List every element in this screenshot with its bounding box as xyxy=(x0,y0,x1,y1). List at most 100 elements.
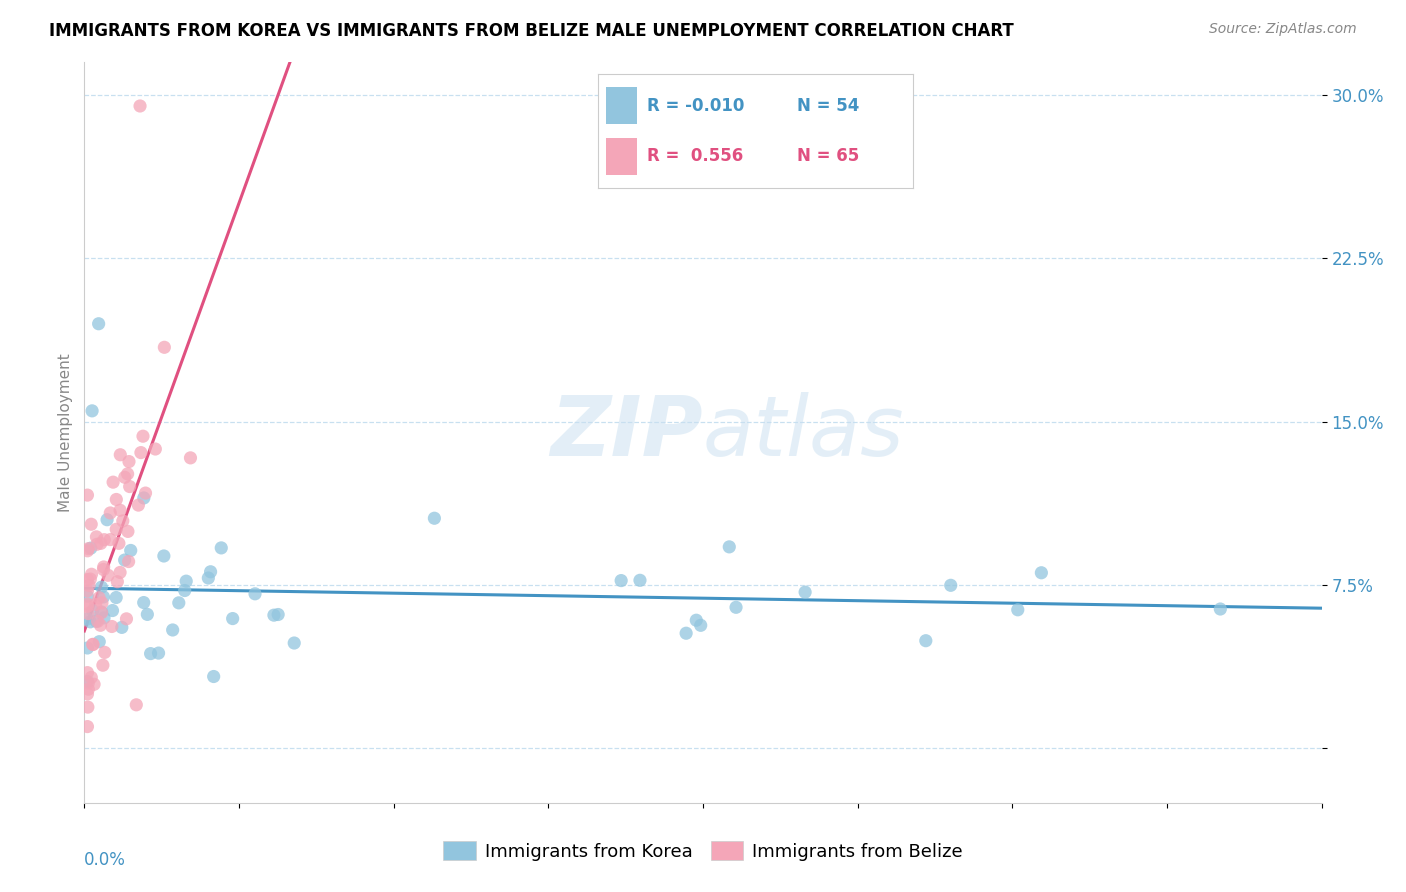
Point xyxy=(79,572,101,586)
Legend: Immigrants from Korea, Immigrants from Belize: Immigrants from Korea, Immigrants from B… xyxy=(436,834,970,868)
Text: atlas: atlas xyxy=(703,392,904,473)
Point xyxy=(283,636,305,650)
Point xyxy=(120,543,142,558)
Point xyxy=(83,677,105,691)
Point xyxy=(86,530,108,544)
Point xyxy=(263,608,285,623)
Point xyxy=(108,566,131,580)
Point xyxy=(117,524,139,539)
Point xyxy=(86,615,108,629)
Point xyxy=(200,565,222,579)
Point xyxy=(77,541,100,556)
Point xyxy=(76,720,98,734)
Text: 0.0%: 0.0% xyxy=(84,851,127,869)
Point xyxy=(76,700,98,714)
Point xyxy=(111,514,134,528)
Point xyxy=(86,537,108,551)
Point xyxy=(76,599,98,614)
Point xyxy=(153,549,176,563)
Point xyxy=(82,604,104,618)
Point xyxy=(77,578,100,592)
Point xyxy=(153,340,176,354)
Point xyxy=(90,605,112,619)
Point xyxy=(77,607,100,621)
Point xyxy=(114,553,136,567)
Point xyxy=(90,536,112,550)
Point xyxy=(197,571,219,585)
Point xyxy=(101,619,124,633)
Point xyxy=(77,676,100,690)
Point xyxy=(139,647,162,661)
Point xyxy=(628,574,651,588)
Point xyxy=(243,587,266,601)
Point xyxy=(90,580,112,594)
Point xyxy=(143,442,166,456)
Point xyxy=(101,603,124,617)
Point xyxy=(174,574,197,589)
Point xyxy=(93,560,115,574)
Point xyxy=(76,674,98,689)
Point xyxy=(202,669,225,683)
Point xyxy=(76,573,98,587)
Point xyxy=(179,450,201,465)
Point xyxy=(132,596,155,610)
Point xyxy=(76,488,98,502)
Point xyxy=(89,591,111,605)
Point xyxy=(97,568,120,582)
Point xyxy=(114,470,136,484)
Point xyxy=(93,590,115,604)
Point xyxy=(105,492,128,507)
Point xyxy=(134,486,156,500)
Point xyxy=(96,513,118,527)
Point xyxy=(105,574,128,589)
Point xyxy=(93,563,115,577)
Point xyxy=(167,596,190,610)
Point xyxy=(110,448,132,462)
Point xyxy=(108,536,131,550)
Point xyxy=(79,615,101,629)
Point xyxy=(115,612,138,626)
Point xyxy=(129,99,152,113)
Point xyxy=(82,637,104,651)
Point xyxy=(221,611,243,625)
Point xyxy=(80,567,103,582)
Point xyxy=(117,555,139,569)
Point xyxy=(173,583,195,598)
Point xyxy=(125,698,148,712)
Point xyxy=(76,665,98,680)
Point xyxy=(105,591,128,605)
Point xyxy=(1209,602,1232,616)
Point xyxy=(76,583,98,598)
Point xyxy=(93,645,115,659)
Point xyxy=(89,618,111,632)
Point xyxy=(685,613,707,627)
Point xyxy=(132,491,155,505)
Y-axis label: Male Unemployment: Male Unemployment xyxy=(58,353,73,512)
Point xyxy=(118,479,141,493)
Point xyxy=(76,612,98,626)
Point xyxy=(105,522,128,536)
Point xyxy=(82,404,104,418)
Point xyxy=(129,445,152,459)
Point xyxy=(939,578,962,592)
Point xyxy=(118,454,141,468)
Point xyxy=(162,623,184,637)
Point xyxy=(675,626,697,640)
Point xyxy=(76,543,98,558)
Point xyxy=(84,598,107,612)
Text: IMMIGRANTS FROM KOREA VS IMMIGRANTS FROM BELIZE MALE UNEMPLOYMENT CORRELATION CH: IMMIGRANTS FROM KOREA VS IMMIGRANTS FROM… xyxy=(49,22,1014,40)
Point xyxy=(87,317,110,331)
Point xyxy=(77,682,100,697)
Point xyxy=(93,533,115,547)
Point xyxy=(794,585,817,599)
Point xyxy=(101,475,124,490)
Point xyxy=(610,574,633,588)
Point xyxy=(423,511,446,525)
Point xyxy=(148,646,170,660)
Point xyxy=(117,467,139,481)
Point xyxy=(90,606,112,620)
Point xyxy=(80,541,103,555)
Point xyxy=(80,517,103,532)
Point xyxy=(76,597,98,611)
Point xyxy=(76,687,98,701)
